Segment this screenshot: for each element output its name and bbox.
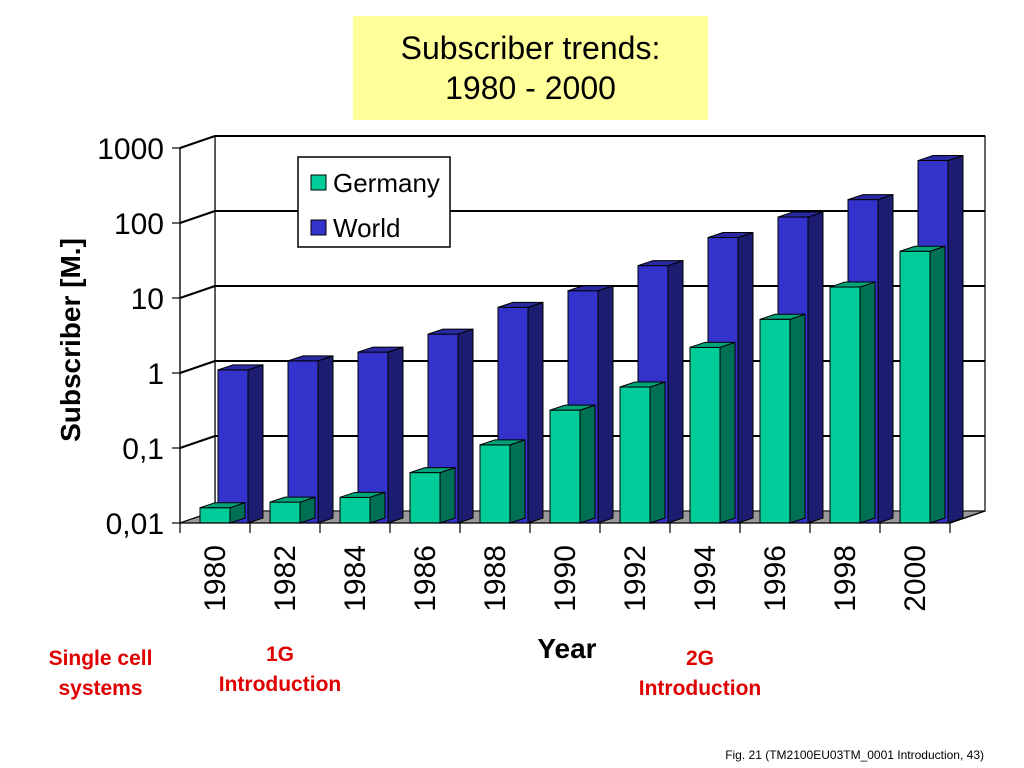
plot-side-wall <box>179 135 216 524</box>
note-single-cell-systems: Single cell systems <box>48 647 153 700</box>
bar-germany-1982 <box>269 496 316 524</box>
y-tick-labels: 0,01 0,1 1 10 100 1000 <box>97 133 164 541</box>
legend-swatch-world <box>310 219 327 236</box>
x-axis-title: Year <box>537 633 596 664</box>
chart-title-line1: Subscriber trends: <box>400 30 661 66</box>
x-tick-label: 1994 <box>689 545 722 612</box>
gridline-side <box>179 435 216 449</box>
bar-world-1980 <box>217 364 264 524</box>
x-tick-label: 1980 <box>199 545 232 612</box>
bar-germany-1990 <box>549 404 596 524</box>
legend: Germany World <box>297 156 451 248</box>
x-tick-label: 1984 <box>339 545 372 612</box>
bars <box>199 154 964 524</box>
floor-edge <box>949 510 986 524</box>
y-tick-label: 1000 <box>97 133 164 166</box>
figure-footnote: Fig. 21 (TM2100EU03TM_0001 Introduction,… <box>725 748 984 762</box>
y-tick-label: 1 <box>147 358 164 391</box>
note-1g-introduction: 1G Introduction <box>218 643 342 696</box>
axes <box>172 147 986 533</box>
x-tick-label: 1996 <box>759 545 792 612</box>
bar-germany-1992 <box>619 381 666 524</box>
bar-germany-1996 <box>759 313 806 524</box>
x-tick-label: 1986 <box>409 545 442 612</box>
y-tick-label: 0,1 <box>122 433 164 466</box>
gridline-side <box>179 135 216 149</box>
x-tick-label: 1992 <box>619 545 652 612</box>
y-tick-label: 10 <box>131 283 164 316</box>
x-tick-label: 1982 <box>269 545 302 612</box>
bar-germany-1994 <box>689 341 736 524</box>
gridline-side <box>179 360 216 374</box>
bar-germany-1980 <box>199 501 246 524</box>
chart-title: Subscriber trends: 1980 - 2000 <box>353 16 708 120</box>
y-axis-title: Subscriber [M.] <box>55 238 86 442</box>
chart-title-line2: 1980 - 2000 <box>445 70 616 106</box>
x-tick-label: 2000 <box>899 545 932 612</box>
legend-label-world: World <box>333 213 400 243</box>
x-tick-label: 1988 <box>479 545 512 612</box>
gridline-side <box>179 210 216 224</box>
gridline-side <box>179 285 216 299</box>
bar-germany-1986 <box>409 466 456 524</box>
bar-germany-1984 <box>339 491 386 524</box>
bar-germany-1998 <box>829 281 876 524</box>
legend-swatch-germany <box>310 174 327 191</box>
bar-world-1982 <box>287 355 334 524</box>
y-tick-label: 0,01 <box>106 508 164 541</box>
bar-germany-1988 <box>479 439 526 524</box>
bar-germany-2000 <box>899 245 946 524</box>
legend-label-germany: Germany <box>333 168 440 198</box>
x-tick-labels: 1980 1982 1984 1986 1988 1990 1992 1994 1996 1998… <box>199 545 932 612</box>
x-tick-label: 1990 <box>549 545 582 612</box>
note-2g-introduction: 2G Introduction <box>638 647 762 700</box>
x-tick-label: 1998 <box>829 545 862 612</box>
y-tick-label: 100 <box>114 208 164 241</box>
